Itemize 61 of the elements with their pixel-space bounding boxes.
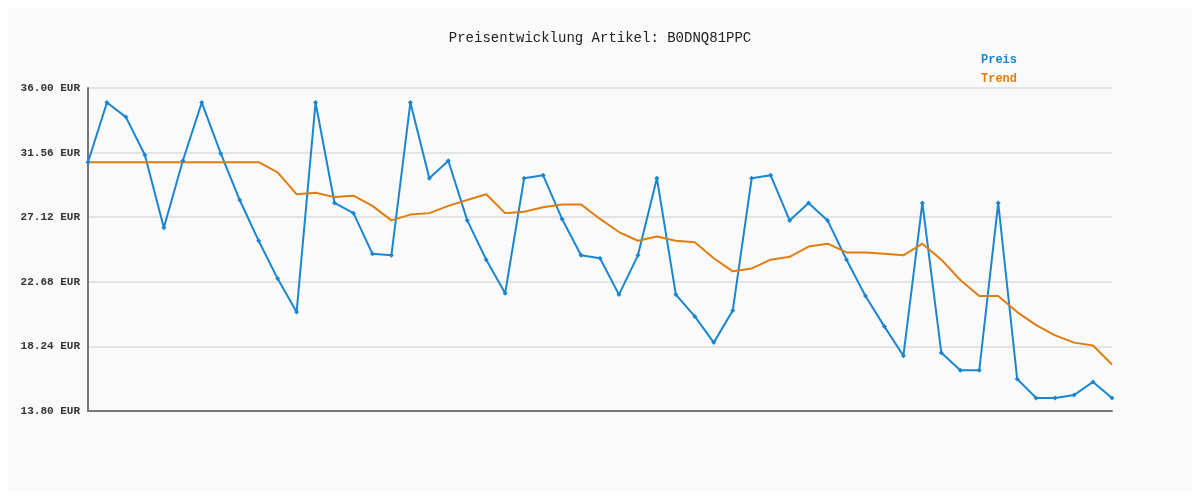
point	[559, 216, 565, 222]
point	[388, 252, 394, 258]
point	[976, 367, 982, 373]
point	[350, 210, 356, 216]
y-tick-label: 27.12 EUR	[20, 211, 81, 224]
point	[957, 367, 963, 373]
point	[313, 100, 319, 106]
point	[407, 100, 413, 106]
point	[749, 175, 755, 181]
point	[502, 290, 508, 296]
point	[237, 197, 243, 203]
point	[578, 252, 584, 258]
point	[635, 252, 641, 258]
point	[938, 350, 944, 356]
point	[426, 175, 432, 181]
y-tick-label: 22.68 EUR	[20, 275, 81, 288]
point	[180, 158, 186, 164]
point	[862, 293, 868, 299]
point	[919, 200, 925, 206]
point	[597, 255, 603, 261]
point	[825, 217, 831, 223]
point	[995, 200, 1001, 206]
y-tick-label: 18.24 EUR	[20, 340, 81, 353]
point	[1090, 379, 1096, 385]
point	[142, 152, 148, 158]
point	[1033, 395, 1039, 401]
y-tick-label: 31.56 EUR	[20, 146, 81, 159]
point	[483, 257, 489, 263]
point	[521, 175, 527, 181]
point	[294, 309, 300, 315]
point	[654, 175, 660, 181]
point	[275, 276, 281, 282]
point	[673, 292, 679, 298]
point	[1071, 392, 1077, 398]
point	[161, 225, 167, 231]
point	[256, 238, 262, 244]
point	[85, 159, 91, 165]
point	[787, 217, 793, 223]
point	[369, 251, 375, 257]
y-tick-label: 36.00 EUR	[20, 82, 81, 94]
text: Trend	[980, 72, 1018, 86]
y-tick-label: 13.80 EUR	[20, 405, 81, 417]
text: Preis	[980, 53, 1018, 67]
point	[1014, 376, 1020, 382]
point	[768, 172, 774, 178]
point	[692, 313, 698, 319]
chart-title: Preisentwicklung Artikel: B0DNQ81PPC	[448, 30, 752, 46]
point	[616, 292, 622, 298]
point	[123, 114, 129, 120]
point	[1052, 395, 1058, 401]
point	[540, 172, 546, 178]
point	[464, 217, 470, 223]
point	[844, 257, 850, 263]
point	[332, 200, 338, 206]
point	[1109, 395, 1115, 401]
point	[806, 200, 812, 206]
point	[730, 308, 736, 314]
point	[218, 150, 224, 156]
point	[900, 353, 906, 359]
point	[711, 340, 717, 346]
point	[881, 324, 887, 330]
